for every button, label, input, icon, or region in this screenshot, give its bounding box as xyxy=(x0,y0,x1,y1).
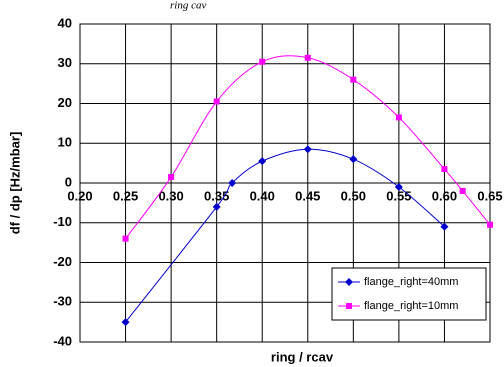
legend-label-2: flange_right=10mm xyxy=(364,300,458,312)
series-line-1 xyxy=(125,148,445,323)
y-tick-label: -40 xyxy=(53,333,72,348)
series-group xyxy=(121,54,493,327)
series-2-point xyxy=(259,58,266,65)
y-tick-label: 30 xyxy=(58,55,72,70)
y-tick-label: -30 xyxy=(53,294,72,309)
series-2-point xyxy=(350,76,357,83)
x-axis-label: ring / rcav xyxy=(271,349,334,364)
y-tick-label: -10 xyxy=(53,214,72,229)
x-tick-label: 0.25 xyxy=(113,188,138,203)
series-1-point xyxy=(349,155,358,164)
series-2-point xyxy=(487,221,493,228)
x-tick-label: 0.40 xyxy=(250,188,275,203)
legend: flange_right=40mm flange_right=10mm xyxy=(331,267,487,321)
x-tick-labels: 0.20 0.25 0.30 0.35 0.40 0.45 0.50 0.55 0.60 0.65 xyxy=(67,188,502,203)
series-1-point xyxy=(212,202,221,211)
y-tick-label: 20 xyxy=(58,95,72,110)
legend-marker-2 xyxy=(346,303,352,309)
legend-box xyxy=(331,267,487,321)
series-1-point xyxy=(303,145,312,154)
y-axis-label: df / dp [Hz/mbar] xyxy=(7,132,22,235)
series-1-point xyxy=(228,179,237,187)
x-tick-label: 0.35 xyxy=(204,188,229,203)
x-tick-label: 0.65 xyxy=(477,188,502,203)
y-tick-label: -20 xyxy=(53,254,72,269)
series-2-point xyxy=(213,98,220,105)
series-2-point xyxy=(441,166,448,173)
legend-marker-1 xyxy=(345,278,353,286)
chart-title: ring cav xyxy=(170,0,206,12)
series-2-point xyxy=(304,54,311,61)
x-tick-label: 0.50 xyxy=(341,188,366,203)
y-tick-label: 10 xyxy=(58,135,72,150)
series-line-2 xyxy=(125,55,491,239)
y-tick-label: 40 xyxy=(58,15,72,30)
y-tick-label: 0 xyxy=(65,174,72,189)
legend-label-1: flange_right=40mm xyxy=(364,276,458,288)
grid xyxy=(79,23,491,343)
x-tick-label: 0.30 xyxy=(158,188,183,203)
series-1-point xyxy=(440,222,449,231)
x-tick-label: 0.45 xyxy=(295,188,320,203)
series-1-point xyxy=(121,318,130,327)
series-2-point xyxy=(122,235,129,242)
series-2-point xyxy=(395,114,402,121)
series-1-point xyxy=(394,182,403,191)
x-tick-label: 0.20 xyxy=(67,188,92,203)
series-2-point xyxy=(168,174,175,181)
x-tick-label: 0.60 xyxy=(432,188,457,203)
series-2-point xyxy=(459,187,466,194)
y-tick-labels: -40 -30 -20 -10 0 10 20 30 40 xyxy=(53,15,72,348)
series-1-point xyxy=(258,157,267,166)
